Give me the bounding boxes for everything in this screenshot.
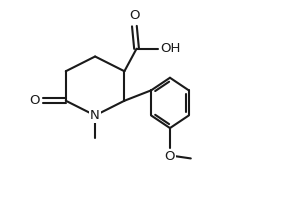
Text: N: N [90, 109, 100, 122]
Text: O: O [29, 94, 40, 107]
Text: OH: OH [160, 42, 181, 55]
Text: O: O [129, 9, 140, 22]
Text: O: O [165, 150, 175, 163]
